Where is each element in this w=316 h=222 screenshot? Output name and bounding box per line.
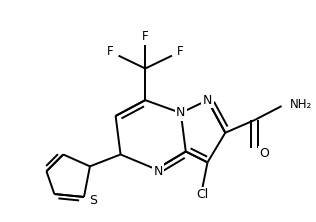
- Text: F: F: [107, 45, 114, 58]
- Text: NH₂: NH₂: [289, 98, 312, 111]
- Text: F: F: [142, 30, 149, 43]
- Text: Cl: Cl: [197, 188, 209, 202]
- Text: N: N: [203, 94, 212, 107]
- Text: N: N: [176, 107, 185, 119]
- Text: O: O: [259, 147, 269, 160]
- Text: F: F: [177, 45, 184, 58]
- Text: S: S: [89, 194, 97, 207]
- Text: N: N: [153, 165, 163, 178]
